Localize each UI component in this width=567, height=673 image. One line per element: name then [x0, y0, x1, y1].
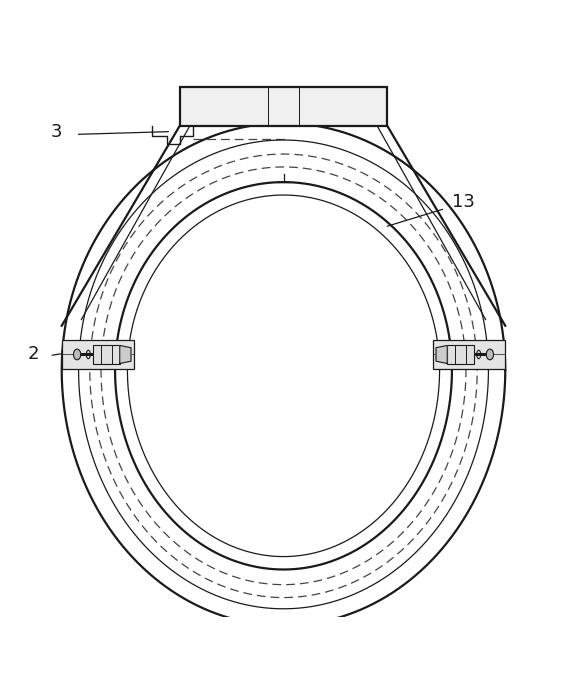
Polygon shape: [120, 345, 131, 363]
Text: 3: 3: [50, 122, 62, 141]
Ellipse shape: [74, 349, 81, 360]
Ellipse shape: [486, 349, 493, 360]
Bar: [433, 340, 505, 369]
Text: 13: 13: [452, 192, 475, 211]
Polygon shape: [436, 345, 447, 363]
Bar: [447, 345, 474, 364]
Bar: [62, 340, 134, 369]
Bar: [180, 87, 387, 126]
Text: 2: 2: [28, 345, 40, 363]
Bar: [93, 345, 120, 364]
